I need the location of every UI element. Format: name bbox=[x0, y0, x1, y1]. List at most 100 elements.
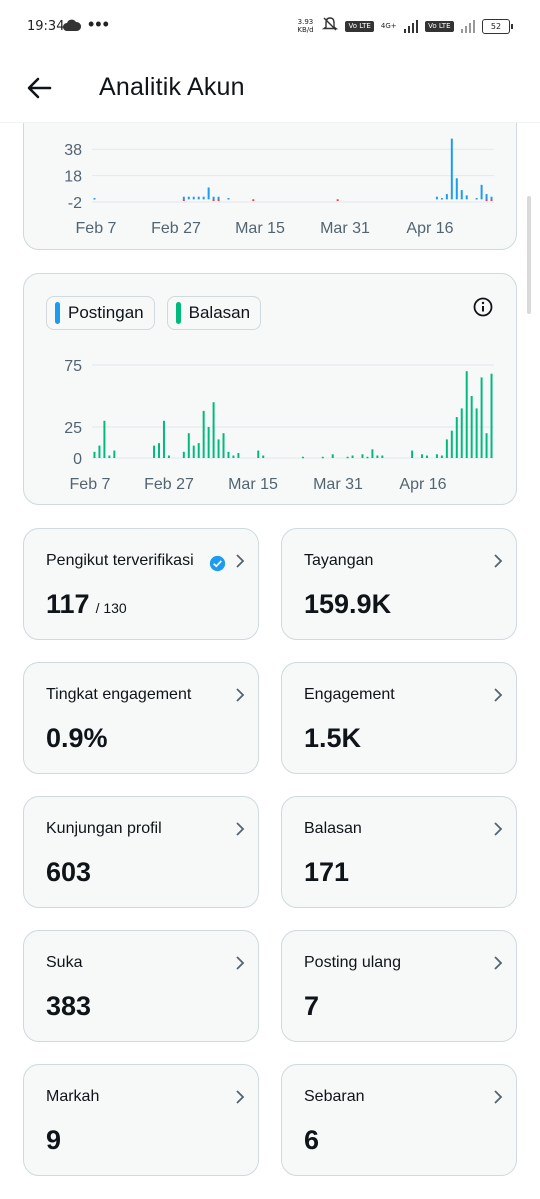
bar-balasan bbox=[485, 433, 488, 458]
y-tick-label: 25 bbox=[64, 420, 82, 437]
chevron-right-icon bbox=[494, 822, 503, 836]
bar-balasan bbox=[98, 445, 101, 458]
stat-card-bookmarks[interactable]: Markah 9 bbox=[23, 1064, 259, 1176]
bar-balasan bbox=[351, 455, 354, 458]
bar-series0 bbox=[197, 196, 200, 200]
volte-badge-2: Vo LTE bbox=[425, 20, 454, 32]
bar-balasan bbox=[108, 455, 111, 458]
y-tick-label: 18 bbox=[64, 169, 82, 186]
stat-label: Engagement bbox=[304, 686, 395, 703]
bar-balasan bbox=[346, 456, 349, 459]
legend-swatch-balasan bbox=[175, 302, 181, 324]
bar-balasan bbox=[480, 377, 483, 458]
bar-series0 bbox=[182, 196, 185, 200]
bar-series0 bbox=[217, 196, 220, 200]
status-time: 19:34 bbox=[27, 19, 65, 34]
y-tick-label: 0 bbox=[73, 451, 82, 468]
stat-card-shares[interactable]: Sebaran 6 bbox=[281, 1064, 517, 1176]
stat-label: Markah bbox=[46, 1088, 100, 1105]
back-button[interactable] bbox=[24, 72, 56, 104]
bar-series1 bbox=[252, 199, 255, 201]
app-header: Analitik Akun bbox=[0, 56, 540, 123]
stat-card-engagements[interactable]: Engagement 1.5K bbox=[281, 662, 517, 774]
bar-balasan bbox=[212, 402, 215, 458]
stat-value: 383 bbox=[46, 991, 92, 1021]
bar-series0 bbox=[192, 196, 195, 200]
stat-value: 6 bbox=[304, 1125, 320, 1155]
bar-balasan bbox=[162, 420, 165, 458]
x-tick-label: Mar 15 bbox=[235, 220, 285, 237]
chart-legend: Postingan Balasan bbox=[46, 296, 262, 330]
stat-value: 171 bbox=[304, 857, 350, 887]
stat-total: / 130 bbox=[95, 600, 127, 616]
bar-series1 bbox=[485, 199, 488, 201]
bar-series1 bbox=[212, 199, 215, 201]
bar-balasan bbox=[475, 408, 478, 458]
bar-balasan bbox=[376, 455, 379, 458]
more-notifications-icon: ••• bbox=[88, 14, 110, 34]
bar-series1 bbox=[182, 199, 185, 201]
bar-balasan bbox=[301, 456, 304, 459]
volte-badge: Vo LTE bbox=[345, 20, 374, 32]
legend-balasan[interactable]: Balasan bbox=[166, 296, 262, 330]
bar-balasan bbox=[182, 451, 185, 458]
stat-label: Kunjungan profil bbox=[46, 820, 162, 837]
stat-label: Tayangan bbox=[304, 552, 374, 569]
bar-balasan bbox=[222, 433, 225, 458]
bar-series0 bbox=[480, 184, 483, 200]
bar-series1 bbox=[490, 199, 493, 201]
x-tick-label: Apr 16 bbox=[399, 476, 446, 493]
info-icon[interactable] bbox=[472, 296, 494, 318]
bar-balasan bbox=[207, 427, 210, 458]
bar-series0 bbox=[93, 198, 96, 200]
bar-balasan bbox=[490, 373, 493, 458]
bar-balasan bbox=[262, 455, 265, 458]
stat-value: 117/ 130 bbox=[46, 589, 127, 619]
stat-card-verified-followers[interactable]: Pengikut terverifikasi 117/ 130 bbox=[23, 528, 259, 640]
x-tick-label: Feb 7 bbox=[70, 476, 111, 493]
bar-balasan bbox=[257, 450, 260, 458]
y-tick-label: 75 bbox=[64, 358, 82, 375]
chevron-right-icon bbox=[236, 822, 245, 836]
x-tick-label: Feb 7 bbox=[76, 220, 117, 237]
stat-label: Posting ulang bbox=[304, 954, 401, 971]
stat-value: 159.9K bbox=[304, 589, 392, 619]
network-type: 4G+ bbox=[380, 22, 397, 30]
legend-label-postingan: Postingan bbox=[68, 303, 144, 322]
stat-card-likes[interactable]: Suka 383 bbox=[23, 930, 259, 1042]
stat-card-reposts[interactable]: Posting ulang 7 bbox=[281, 930, 517, 1042]
stat-label: Balasan bbox=[304, 820, 362, 837]
stat-value: 7 bbox=[304, 991, 320, 1021]
bar-balasan bbox=[366, 456, 369, 459]
bar-balasan bbox=[237, 453, 240, 458]
stat-card-profile-visits[interactable]: Kunjungan profil 603 bbox=[23, 796, 259, 908]
legend-postingan[interactable]: Postingan bbox=[46, 296, 155, 330]
stat-card-engagement-rate[interactable]: Tingkat engagement 0.9% bbox=[23, 662, 259, 774]
bar-balasan bbox=[450, 430, 453, 458]
stat-value: 1.5K bbox=[304, 723, 362, 753]
bar-balasan bbox=[202, 410, 205, 458]
bar-series0 bbox=[485, 194, 488, 200]
signal-icon bbox=[403, 19, 419, 33]
chevron-right-icon bbox=[236, 688, 245, 702]
stat-card-impressions[interactable]: Tayangan 159.9K bbox=[281, 528, 517, 640]
status-bar: 19:34 ••• 3.93 KB/d Vo LTE 4G+ Vo LTE 52 bbox=[0, 0, 540, 56]
x-tick-label: Mar 15 bbox=[228, 476, 278, 493]
arrow-left-icon bbox=[27, 77, 52, 99]
bar-series0 bbox=[440, 198, 443, 200]
stat-value: 9 bbox=[46, 1125, 62, 1155]
bar-balasan bbox=[167, 455, 170, 458]
stat-card-replies[interactable]: Balasan 171 bbox=[281, 796, 517, 908]
bar-series0 bbox=[202, 196, 205, 200]
bar-balasan bbox=[421, 454, 424, 458]
bar-balasan bbox=[460, 408, 463, 458]
x-tick-label: Apr 16 bbox=[406, 220, 453, 237]
bar-balasan bbox=[217, 439, 220, 458]
status-icons: 3.93 KB/d Vo LTE 4G+ Vo LTE 52 bbox=[295, 16, 513, 36]
bar-series0 bbox=[475, 198, 478, 200]
scrollbar[interactable] bbox=[527, 196, 531, 314]
bar-series0 bbox=[445, 194, 448, 200]
bar-balasan bbox=[371, 449, 374, 458]
bar-balasan bbox=[158, 443, 160, 458]
bar-series0 bbox=[460, 190, 463, 200]
